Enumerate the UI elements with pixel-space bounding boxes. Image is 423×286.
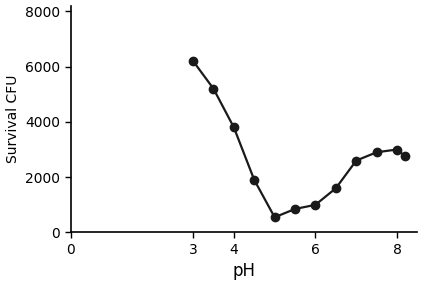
Y-axis label: Survival CFU: Survival CFU — [5, 75, 19, 163]
X-axis label: pH: pH — [233, 263, 255, 281]
